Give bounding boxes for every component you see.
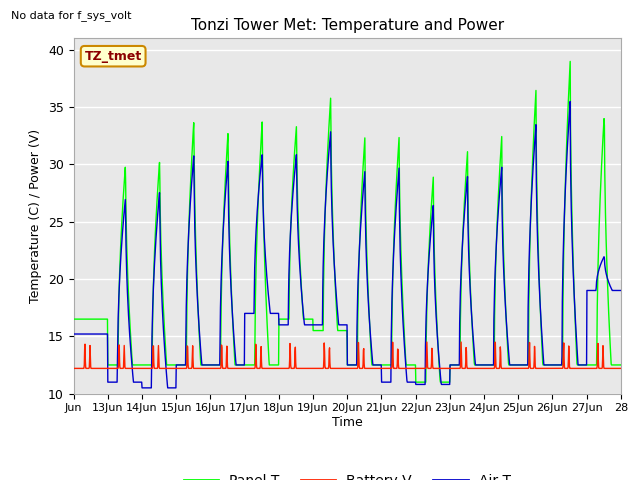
Text: TZ_tmet: TZ_tmet [84, 50, 142, 63]
X-axis label: Time: Time [332, 416, 363, 429]
Text: No data for f_sys_volt: No data for f_sys_volt [11, 10, 131, 21]
Title: Tonzi Tower Met: Temperature and Power: Tonzi Tower Met: Temperature and Power [191, 18, 504, 33]
Legend: Panel T, Battery V, Air T: Panel T, Battery V, Air T [178, 468, 516, 480]
Y-axis label: Temperature (C) / Power (V): Temperature (C) / Power (V) [29, 129, 42, 303]
